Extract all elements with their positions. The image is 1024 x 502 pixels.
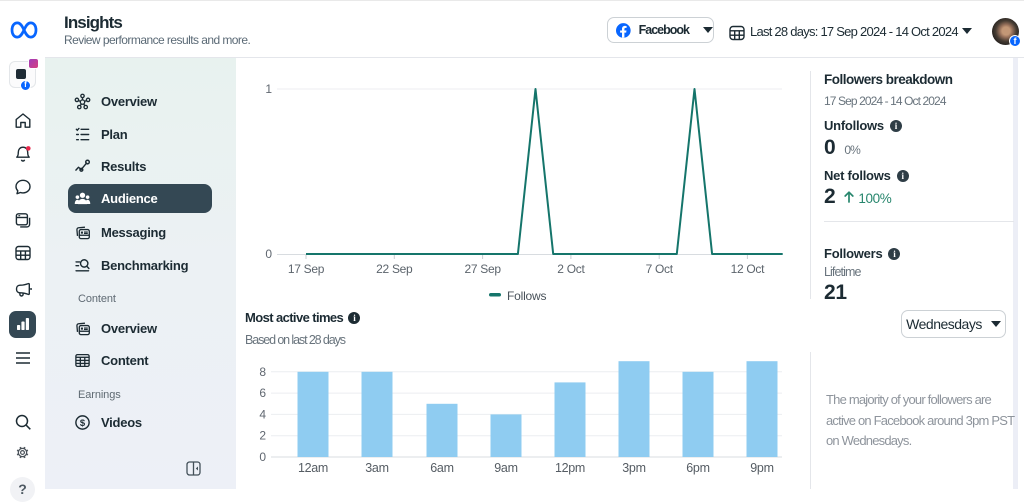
svg-text:2: 2 [259,429,266,443]
svg-text:Follows: Follows [507,289,546,303]
svg-text:9am: 9am [494,461,517,475]
svg-text:8: 8 [259,365,266,379]
svg-text:12pm: 12pm [555,461,585,475]
svg-text:17 Sep: 17 Sep [288,262,325,276]
svg-text:6am: 6am [430,461,453,475]
svg-text:22 Sep: 22 Sep [376,262,413,276]
svg-text:6pm: 6pm [686,461,709,475]
svg-text:3am: 3am [365,461,388,475]
svg-text:7 Oct: 7 Oct [646,262,674,276]
svg-text:12 Oct: 12 Oct [731,262,766,276]
svg-text:3pm: 3pm [622,461,645,475]
svg-text:6: 6 [259,386,266,400]
svg-text:27 Sep: 27 Sep [464,262,501,276]
svg-text:2 Oct: 2 Oct [557,262,585,276]
svg-text:9pm: 9pm [750,461,773,475]
svg-text:0: 0 [265,247,272,261]
svg-text:12am: 12am [298,461,328,475]
svg-text:0: 0 [259,450,266,464]
svg-text:1: 1 [265,82,272,96]
svg-text:$: $ [80,417,86,428]
svg-text:4: 4 [259,407,266,421]
